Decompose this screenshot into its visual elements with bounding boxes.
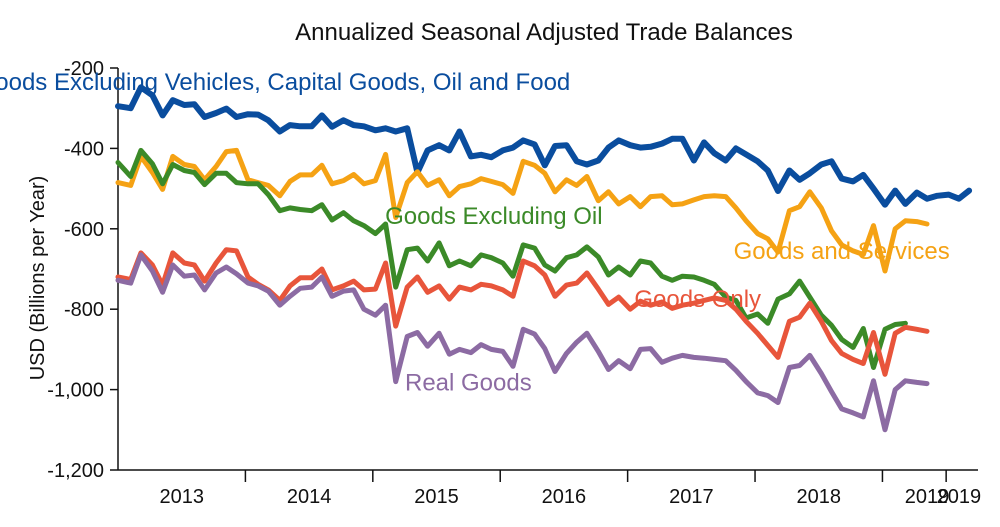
y-tick-label: -200 xyxy=(64,58,104,80)
x-tick-label: 2019 xyxy=(937,486,982,508)
chart-title: Annualized Seasonal Adjusted Trade Balan… xyxy=(295,19,793,46)
series-line-3 xyxy=(115,247,930,377)
x-tick-label: 2014 xyxy=(287,486,332,508)
series-line-4 xyxy=(115,252,930,433)
series-label-4: Real Goods xyxy=(405,369,532,396)
series-labels: Real Goods Excluding Vehicles, Capital G… xyxy=(0,69,950,396)
x-tick-label: 2015 xyxy=(414,486,459,508)
series-label-1: Goods Excluding Oil xyxy=(385,203,602,230)
y-tick-label: -600 xyxy=(64,219,104,241)
y-tick-label: -800 xyxy=(64,299,104,321)
series-label-3: Goods Only xyxy=(634,286,761,313)
y-tick-label: -400 xyxy=(64,138,104,160)
x-tick-label: 2013 xyxy=(159,486,204,508)
x-tick-label: 2017 xyxy=(669,486,714,508)
y-axis: -200 -400 -600 -800 -1,000 -1,200 xyxy=(47,58,119,482)
series-layer xyxy=(115,84,973,433)
y-tick-label: -1,000 xyxy=(47,380,104,402)
y-tick-label: -1,200 xyxy=(47,460,104,482)
x-tick-label: 2016 xyxy=(542,486,587,508)
series-label-2: Goods and Services xyxy=(734,238,950,265)
series-line-2 xyxy=(115,147,908,370)
x-tick-label: 2019 xyxy=(905,486,950,508)
series-label-0: Real Goods Excluding Vehicles, Capital G… xyxy=(0,69,570,96)
x-tick-label: 2018 xyxy=(796,486,841,508)
y-axis-label: USD (Billions per Year) xyxy=(27,176,49,381)
series-line-0 xyxy=(115,84,973,208)
